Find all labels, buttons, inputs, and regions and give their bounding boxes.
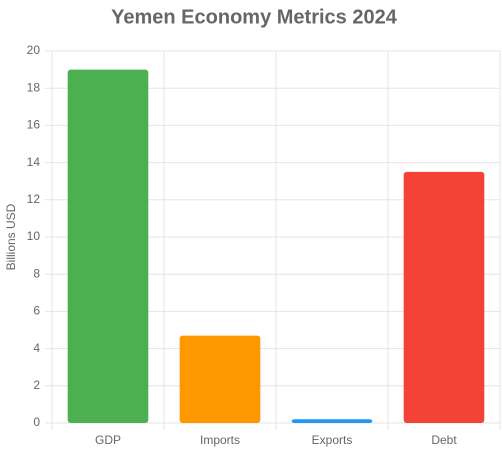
x-tick-label: Imports — [200, 433, 240, 447]
x-tick-label: Exports — [312, 433, 353, 447]
y-tick-label: 20 — [27, 43, 41, 57]
y-tick-label: 14 — [27, 155, 41, 169]
x-tick-label: GDP — [95, 433, 121, 447]
bar — [179, 335, 261, 423]
bar — [403, 171, 485, 423]
y-tick-label: 2 — [33, 378, 40, 392]
y-tick-label: 0 — [33, 415, 40, 429]
y-tick-label: 16 — [27, 118, 41, 132]
chart-title: Yemen Economy Metrics 2024 — [111, 6, 398, 28]
bar — [291, 419, 373, 423]
y-tick-label: 6 — [33, 304, 40, 318]
y-tick-label: 10 — [27, 229, 41, 243]
y-tick-label: 18 — [27, 80, 41, 94]
y-tick-label: 8 — [33, 266, 40, 280]
y-tick-label: 12 — [27, 192, 41, 206]
y-axis-label: Billions USD — [4, 203, 18, 270]
y-tick-label: 4 — [33, 341, 40, 355]
x-tick-label: Debt — [431, 433, 457, 447]
bar — [67, 69, 149, 423]
